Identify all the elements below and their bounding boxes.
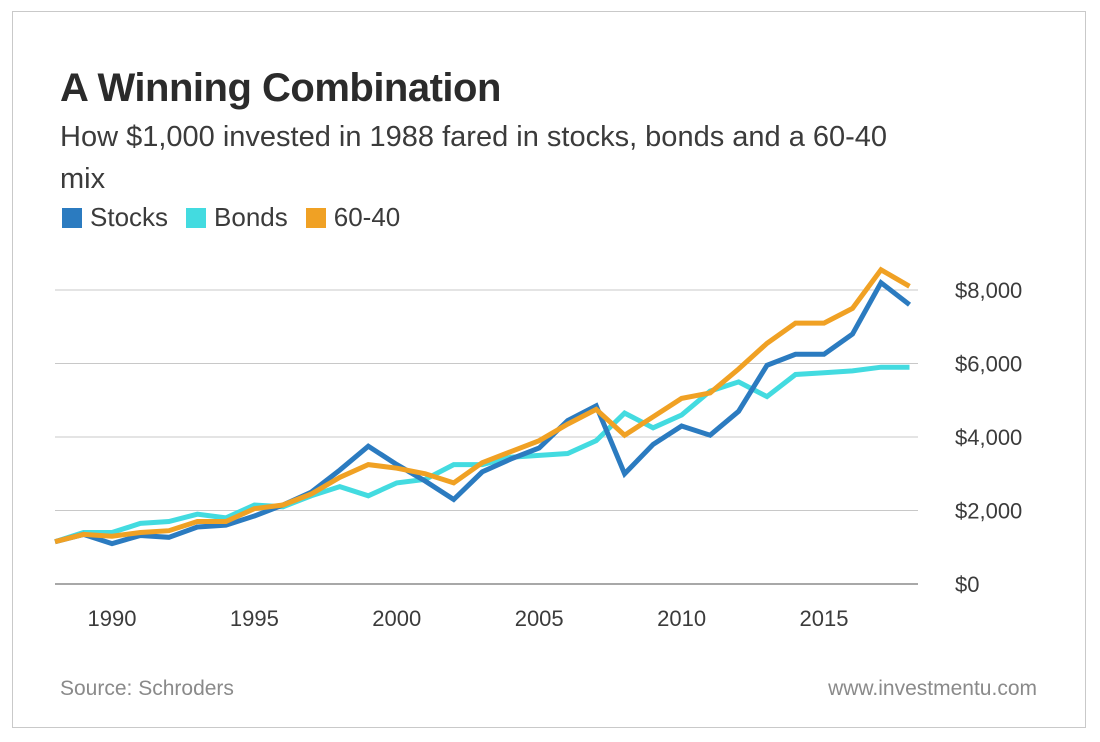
- legend-item-60-40: 60-40: [305, 202, 401, 233]
- y-tick-label: $4,000: [955, 425, 1022, 450]
- x-tick-label: 1990: [87, 606, 136, 631]
- x-tick-label: 2010: [657, 606, 706, 631]
- x-tick-label: 1995: [230, 606, 279, 631]
- y-tick-label: $8,000: [955, 278, 1022, 303]
- y-tick-label: $2,000: [955, 499, 1022, 524]
- legend-swatch-bonds: [186, 207, 207, 228]
- chart-title: A Winning Combination: [60, 66, 501, 110]
- legend-swatch-stocks: [62, 207, 82, 228]
- site-url: www.investmentu.com: [828, 677, 1037, 700]
- legend-item-bonds: Bonds: [186, 202, 288, 233]
- legend-swatch-60-40: [305, 207, 326, 228]
- y-tick-label: $0: [955, 572, 979, 597]
- chart-subtitle: How $1,000 invested in 1988 fared in sto…: [60, 121, 888, 195]
- legend: Stocks Bonds 60-40: [62, 202, 418, 233]
- series-line-bonds: [54, 364, 910, 545]
- legend-label-bonds: Bonds: [214, 202, 288, 232]
- series-line-60-40: [54, 266, 911, 545]
- legend-label-60-40: 60-40: [333, 202, 401, 232]
- source-note: Source: Schroders: [60, 677, 234, 700]
- series-line-stocks: [54, 278, 912, 547]
- legend-item-stocks: Stocks: [62, 202, 168, 233]
- y-tick-label: $6,000: [955, 352, 1022, 377]
- x-tick-label: 2015: [800, 606, 849, 631]
- legend-label-stocks: Stocks: [90, 202, 169, 232]
- x-tick-label: 2000: [372, 606, 421, 631]
- x-tick-label: 2005: [515, 606, 564, 631]
